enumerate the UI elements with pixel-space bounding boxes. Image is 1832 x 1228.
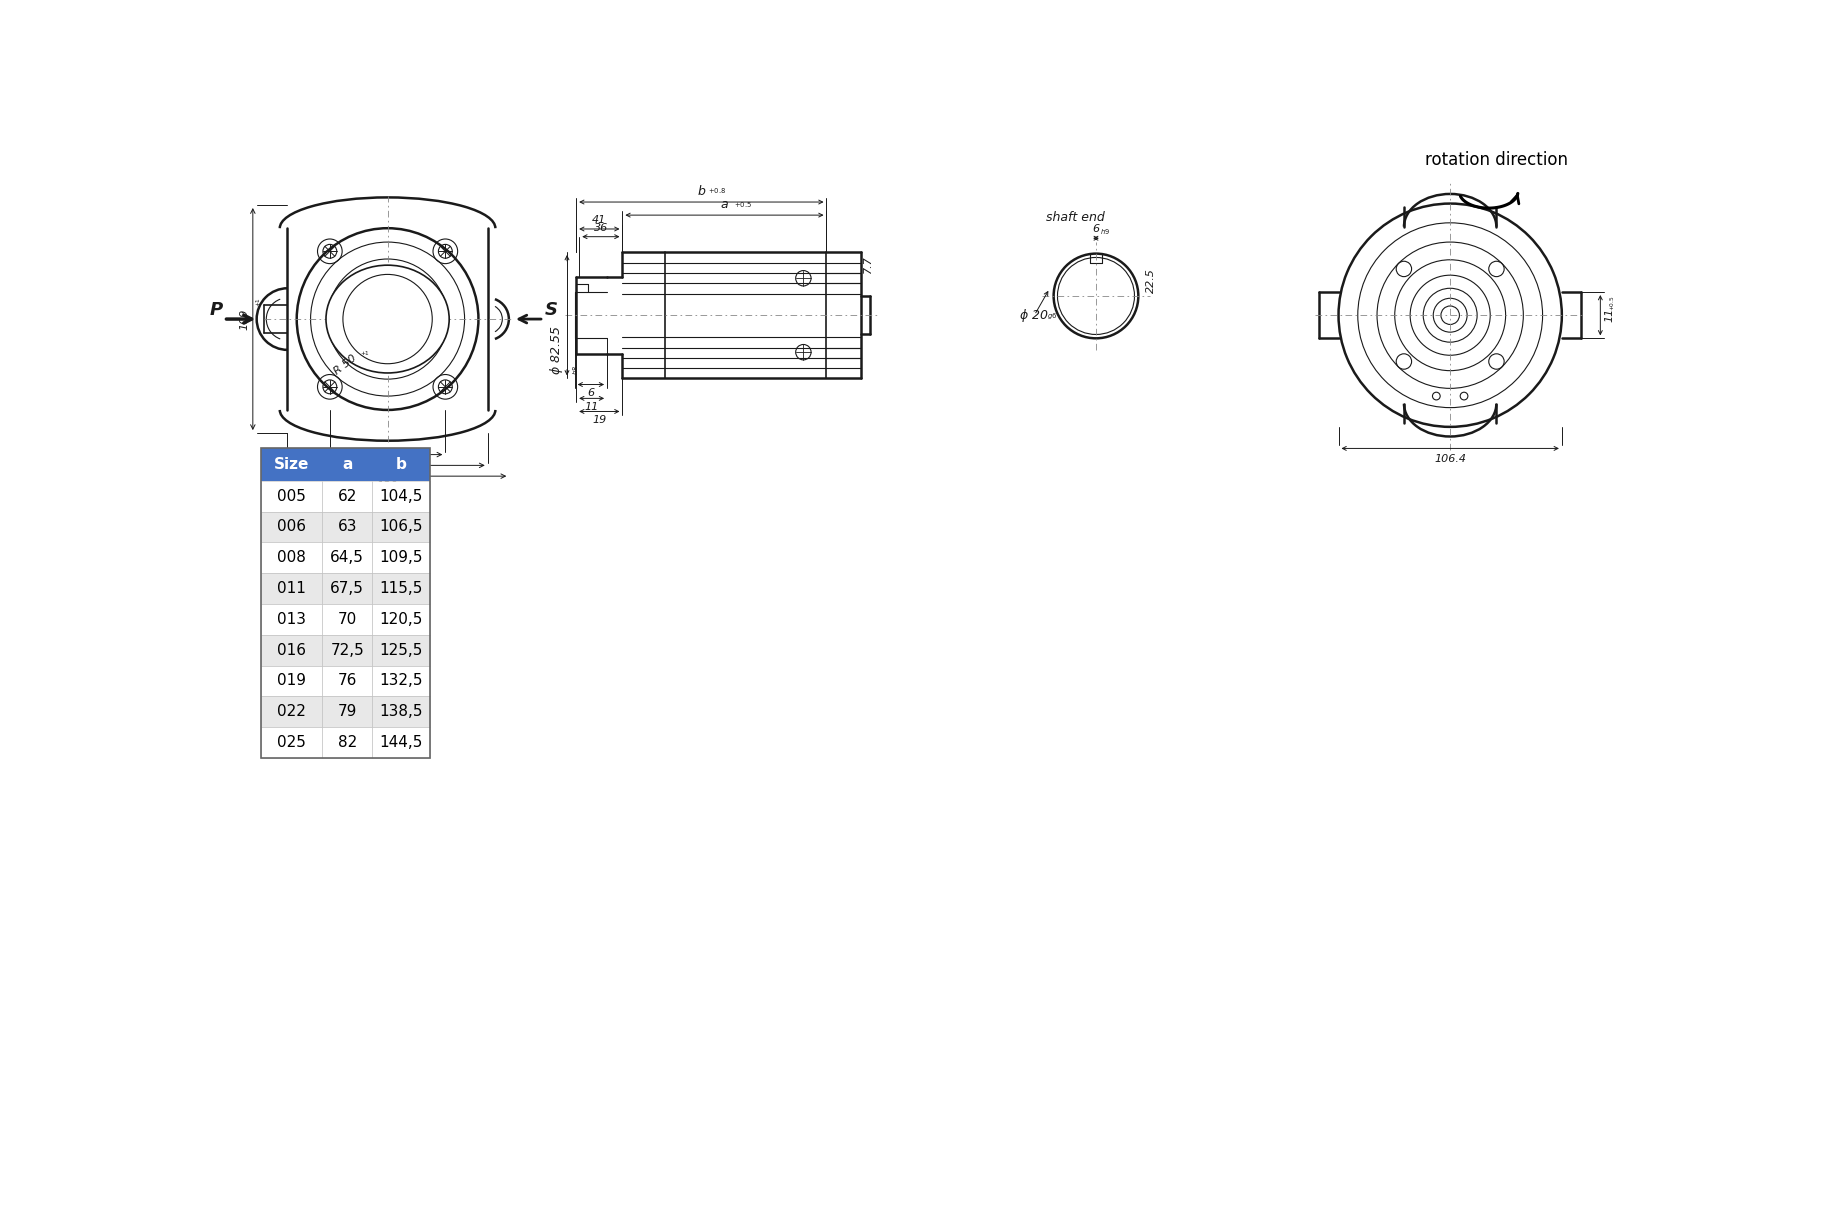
Text: 125,5: 125,5 [379,642,423,658]
Text: 41: 41 [592,215,606,225]
Bar [260,666,322,696]
Text: 6: 6 [588,388,594,398]
Text: 11: 11 [584,403,599,413]
Text: 19: 19 [592,415,606,425]
Text: 105: 105 [377,470,398,480]
Text: 138,5: 138,5 [379,705,423,720]
Text: 62: 62 [337,489,357,503]
Text: $^{h8}$: $^{h8}$ [573,365,583,375]
Bar [372,604,431,635]
Text: Size: Size [273,457,310,472]
Bar [260,696,322,727]
Bar [322,448,372,481]
Text: S: S [546,301,559,319]
Text: $^{+1}$: $^{+1}$ [403,473,412,481]
Bar [372,635,431,666]
Ellipse shape [326,265,449,373]
Text: 79: 79 [337,705,357,720]
Bar [260,604,322,635]
Bar [372,696,431,727]
Text: R 50: R 50 [332,354,359,377]
Text: $_{h9}$: $_{h9}$ [1099,227,1110,237]
Text: shaft end: shaft end [1046,211,1105,225]
Bar [260,543,322,573]
Text: 008: 008 [277,550,306,565]
Text: $^{+0.8}$: $^{+0.8}$ [707,189,725,199]
Text: 144,5: 144,5 [379,736,423,750]
Bar [322,604,372,635]
Text: b: b [698,185,705,198]
Bar [322,512,372,543]
Text: 005: 005 [277,489,306,503]
Text: 120,5: 120,5 [379,612,423,626]
Text: P: P [209,301,222,319]
Text: b: b [396,457,407,472]
Text: 022: 022 [277,705,306,720]
Text: 7.7: 7.7 [863,254,874,273]
Text: 019: 019 [277,673,306,689]
Bar [260,512,322,543]
Bar [322,543,372,573]
Bar [372,448,431,481]
Bar [260,635,322,666]
Text: 72,5: 72,5 [330,642,365,658]
Text: $^{+0.5}$: $^{+0.5}$ [1610,295,1618,311]
Bar [260,448,322,481]
Text: $_{g6}$: $_{g6}$ [1048,312,1057,322]
Bar [322,666,372,696]
Text: 115,5: 115,5 [379,581,423,596]
Bar [372,543,431,573]
Text: $\phi$ 20: $\phi$ 20 [1019,307,1048,324]
Text: 013: 013 [277,612,306,626]
Text: 11: 11 [1605,308,1616,322]
Text: 6: 6 [1092,225,1099,235]
Text: 22.5: 22.5 [1147,268,1156,293]
Bar [372,727,431,758]
Bar [260,727,322,758]
Text: 106.4: 106.4 [1434,454,1466,464]
Text: a: a [720,198,729,211]
Text: 025: 025 [277,736,306,750]
Text: 106,5: 106,5 [379,519,423,534]
Text: 132,5: 132,5 [379,673,423,689]
Bar [372,573,431,604]
Bar [260,448,431,758]
Bar [372,666,431,696]
Text: rotation direction: rotation direction [1425,151,1568,169]
Text: 85: 85 [381,459,394,469]
Bar [260,573,322,604]
Bar [322,696,372,727]
Text: 130: 130 [376,481,398,491]
Text: 011: 011 [277,581,306,596]
Bar [372,512,431,543]
Text: 104,5: 104,5 [379,489,423,503]
Bar [322,481,372,512]
Bar [372,481,431,512]
Text: 109,5: 109,5 [379,550,423,565]
Text: $^{+1}$: $^{+1}$ [255,297,264,307]
Text: 006: 006 [277,519,306,534]
Bar [260,481,322,512]
Bar [322,635,372,666]
Text: 36: 36 [594,222,608,233]
Text: 82: 82 [337,736,357,750]
Text: 64,5: 64,5 [330,550,365,565]
Text: 70: 70 [337,612,357,626]
Text: 76: 76 [337,673,357,689]
Text: $^{+0.5}$: $^{+0.5}$ [733,201,751,211]
Text: $^{+1}$: $^{+1}$ [359,350,370,360]
Bar [322,727,372,758]
Text: $\phi$ 82.55: $\phi$ 82.55 [548,325,564,375]
Text: 63: 63 [337,519,357,534]
Text: a: a [343,457,352,472]
Text: 016: 016 [277,642,306,658]
Text: 67,5: 67,5 [330,581,365,596]
Text: 109: 109 [238,308,249,330]
Bar [322,573,372,604]
